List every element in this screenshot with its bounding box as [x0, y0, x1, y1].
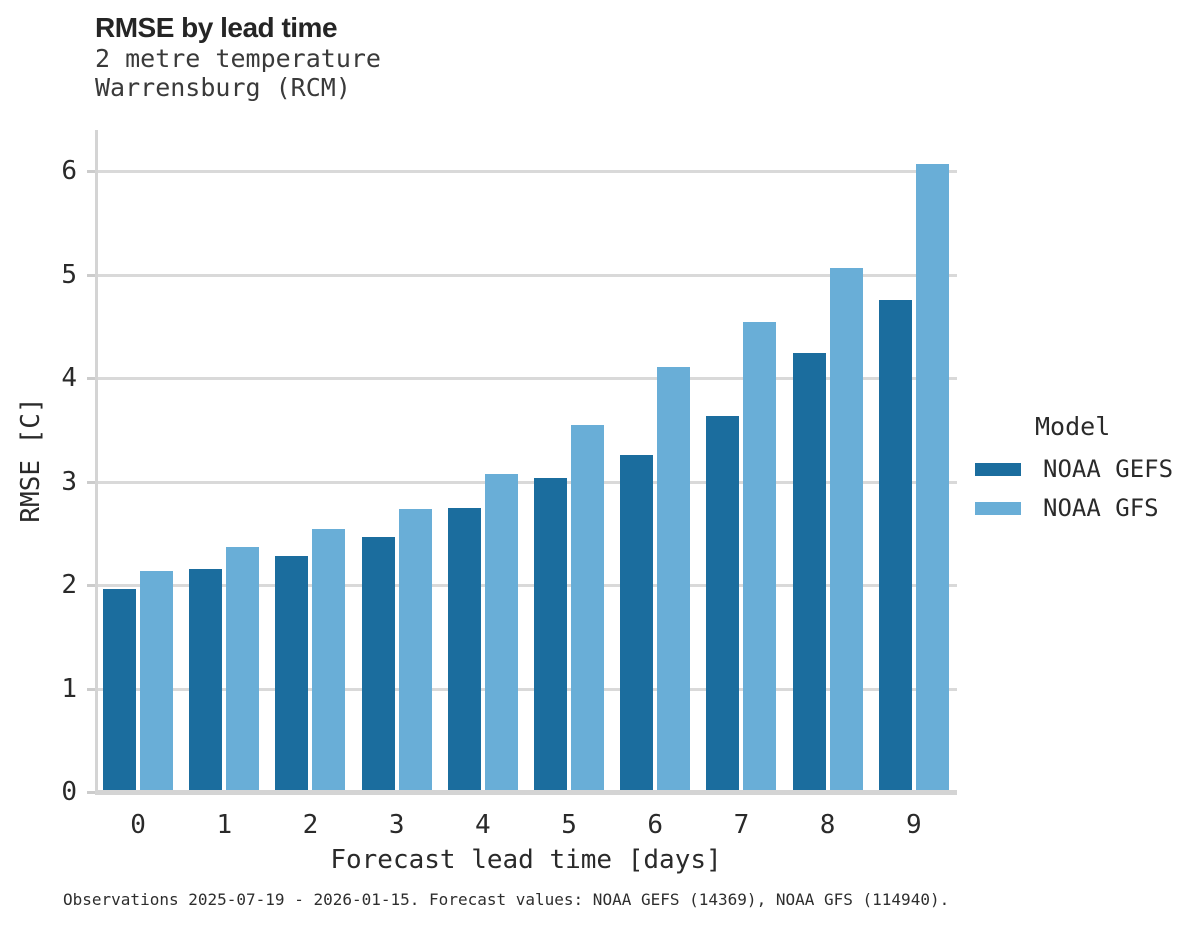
x-tick-label-2: 2 — [302, 810, 319, 840]
bar-group-4 — [440, 130, 526, 792]
bar-group-8 — [785, 130, 871, 792]
bar-noaa-gfs-lead-1 — [226, 546, 260, 792]
bar-noaa-gefs-lead-4 — [447, 507, 481, 792]
y-tick-label-2: 2 — [61, 570, 77, 601]
gridline-y4 — [95, 377, 957, 381]
bar-noaa-gefs-lead-1 — [189, 568, 223, 792]
y-tick-label-3: 3 — [61, 466, 77, 497]
legend-swatch-icon — [975, 501, 1021, 515]
bar-noaa-gfs-lead-2 — [312, 529, 346, 792]
y-tick-mark-3 — [87, 480, 95, 484]
y-axis-title: RMSE [C] — [16, 397, 46, 523]
legend-label: NOAA GEFS — [1043, 455, 1174, 483]
legend-swatch-icon — [975, 462, 1021, 476]
gridline-y1 — [95, 687, 957, 691]
bar-noaa-gfs-lead-9 — [915, 164, 949, 792]
x-tick-label-3: 3 — [388, 810, 405, 840]
y-tick-mark-4 — [87, 377, 95, 381]
x-tick-labels: 0 1 2 3 4 5 6 7 8 9 — [95, 811, 957, 839]
bar-group-3 — [354, 130, 440, 792]
legend: Model NOAA GEFS NOAA GFS — [975, 412, 1173, 533]
legend-label: NOAA GFS — [1043, 494, 1159, 522]
x-tick-label-6: 6 — [647, 810, 664, 840]
chart-header: RMSE by lead time 2 metre temperature Wa… — [95, 12, 381, 102]
gridline-y6 — [95, 170, 957, 174]
bar-noaa-gefs-lead-5 — [534, 477, 568, 792]
legend-entry-noaa-gefs: NOAA GEFS — [975, 455, 1173, 483]
x-tick-label-4: 4 — [475, 810, 491, 840]
bar-noaa-gfs-lead-4 — [484, 474, 518, 792]
chart-subtitle-variable: 2 metre temperature — [95, 44, 381, 73]
y-tick-mark-0 — [87, 791, 95, 794]
y-tick-label-5: 5 — [61, 259, 77, 290]
y-axis-spine — [95, 130, 98, 792]
y-tick-mark-5 — [87, 273, 95, 277]
bar-group-6 — [612, 130, 698, 792]
bar-noaa-gfs-lead-6 — [657, 366, 691, 792]
bar-noaa-gefs-lead-2 — [275, 556, 309, 792]
x-axis-spine — [95, 790, 957, 795]
bar-noaa-gefs-lead-3 — [361, 536, 395, 792]
x-tick-label-7: 7 — [733, 810, 750, 840]
bar-group-5 — [526, 130, 612, 792]
legend-title: Model — [1035, 412, 1111, 441]
bars-container — [95, 130, 957, 792]
x-tick-label-0: 0 — [130, 810, 146, 840]
bar-group-9 — [871, 130, 957, 792]
y-tick-label-0: 0 — [61, 777, 77, 807]
x-tick-label-1: 1 — [216, 810, 233, 840]
bar-noaa-gefs-lead-7 — [706, 415, 740, 792]
bar-noaa-gfs-lead-3 — [398, 508, 432, 792]
plot-area — [95, 130, 957, 792]
legend-entries: NOAA GEFS NOAA GFS — [975, 455, 1173, 522]
bar-noaa-gefs-lead-6 — [620, 454, 654, 792]
bar-noaa-gefs-lead-0 — [103, 589, 137, 792]
chart-title: RMSE by lead time — [95, 12, 338, 43]
y-tick-mark-6 — [87, 170, 95, 174]
bar-noaa-gfs-lead-8 — [829, 267, 863, 792]
gridline-y3 — [95, 480, 957, 484]
bar-noaa-gfs-lead-0 — [140, 570, 174, 792]
bar-noaa-gfs-lead-7 — [743, 322, 777, 792]
bar-group-2 — [267, 130, 353, 792]
y-tick-label-4: 4 — [61, 363, 77, 394]
gridline-y5 — [95, 273, 957, 277]
x-tick-label-8: 8 — [819, 810, 836, 840]
x-tick-label-5: 5 — [561, 810, 577, 840]
x-tick-label-9: 9 — [905, 810, 922, 840]
y-tick-mark-1 — [87, 687, 95, 691]
y-tick-label-6: 6 — [61, 156, 77, 187]
y-tick-label-1: 1 — [61, 673, 77, 704]
caption: Observations 2025-07-19 - 2026-01-15. Fo… — [63, 890, 950, 909]
bar-noaa-gefs-lead-9 — [878, 299, 912, 792]
bar-group-0 — [95, 130, 181, 792]
y-tick-mark-2 — [87, 584, 95, 588]
bar-group-7 — [698, 130, 784, 792]
gridline-y2 — [95, 584, 957, 588]
bar-noaa-gefs-lead-8 — [792, 353, 826, 792]
chart-subtitle-location: Warrensburg (RCM) — [95, 73, 351, 102]
bar-group-1 — [181, 130, 267, 792]
bar-noaa-gfs-lead-5 — [571, 424, 605, 792]
legend-entry-noaa-gfs: NOAA GFS — [975, 494, 1173, 522]
x-axis-title: Forecast lead time [days] — [330, 845, 722, 875]
